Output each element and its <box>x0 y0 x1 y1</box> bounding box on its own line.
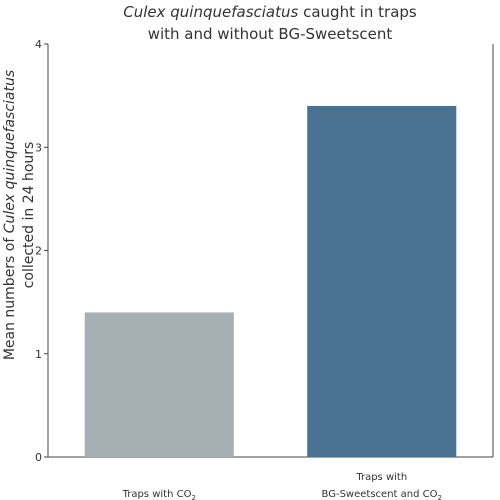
y-axis-label-line1: Mean numbers of Culex quinquefasciatus <box>2 70 18 360</box>
y-axis-label-italic: Culex quinquefasciatus <box>2 70 18 233</box>
chart-title-italic: Culex quinquefasciatus <box>123 3 298 21</box>
plot-area: 0 1 2 3 4 Traps with CO2 Traps with BG-Sweetsce… <box>35 38 494 500</box>
bar <box>84 312 234 457</box>
y-tick-label: 4 <box>35 38 42 51</box>
y-tick-label: 2 <box>35 245 42 258</box>
x-tick-label: Traps with <box>355 472 407 483</box>
chart-title: Culex quinquefasciatus caught in traps <box>123 3 417 21</box>
bar <box>307 105 457 457</box>
x-tick-label: Traps with CO2 <box>122 489 196 500</box>
chart-title-line2: with and without BG-Sweetscent <box>148 25 393 43</box>
y-axis-label: Mean numbers of Culex quinquefasciatus c… <box>2 70 37 360</box>
y-axis-label-prefix: Mean numbers of <box>2 233 18 360</box>
y-tick-label: 0 <box>35 451 42 464</box>
y-tick-label: 1 <box>35 348 42 361</box>
chart-title-rest: caught in traps <box>298 3 417 21</box>
y-axis-label-line2: collected in 24 hours <box>21 142 37 289</box>
x-tick-label: BG-Sweetscent and CO2 <box>322 489 442 500</box>
y-tick-label: 3 <box>35 141 42 154</box>
